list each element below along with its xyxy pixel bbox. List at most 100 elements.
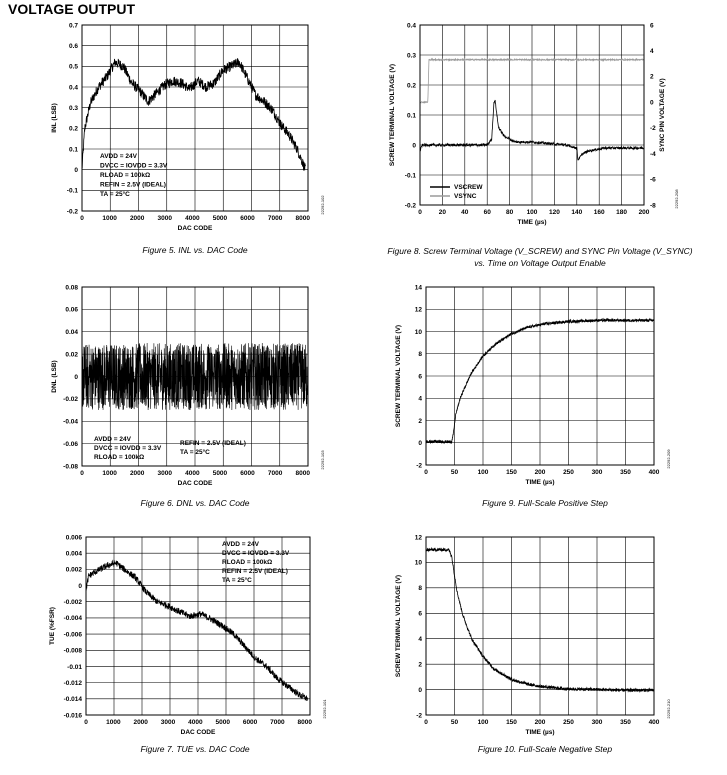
figure-9-chart: 0 50 100 150 200 250 300 350 400-202468101214TIM… [395, 284, 671, 486]
y-tick-label: 0.06 [65, 307, 78, 314]
y-tick-label: 10 [415, 560, 423, 567]
y-tick-label: -0.016 [64, 712, 83, 719]
x-tick-label: 140 [571, 209, 582, 216]
figure-7-panel: 0 1000 2000 3000 4000 5000 6000 7000 8000 -0.016 -… [0, 530, 345, 736]
y-tick-label: 0.5 [69, 64, 78, 71]
annotation-line: AVDD = 24V [94, 436, 132, 443]
y2-tick-label: -4 [650, 151, 656, 158]
y-tick-label: 0.002 [66, 567, 83, 574]
y-tick-label: -0.2 [405, 202, 417, 209]
y-tick-label: -0.1 [405, 172, 417, 179]
x-tick-label: 2000 [133, 719, 148, 726]
plot-frame [419, 24, 645, 206]
y-tick-label: 0.02 [65, 351, 78, 358]
y2-tick-label: -8 [650, 202, 656, 209]
x-tick-label: 50 [451, 469, 459, 476]
figure-10-chart: 0 50 100 150 200 250 300 350 400-2024681012TIME … [395, 534, 671, 736]
y2-tick-label: 4 [650, 48, 654, 55]
x-tick-label: 80 [506, 209, 514, 216]
x-tick-label: 8000 [295, 470, 310, 477]
y-axis-label: SCREW TERMINAL VOLTAGE (V) [395, 575, 402, 677]
x-tick-label: 0 [424, 719, 428, 726]
y-tick-label: 10 [415, 329, 423, 336]
x-tick-label: 100 [527, 209, 538, 216]
x-tick-label: 1000 [106, 719, 121, 726]
x-tick-label: 200 [535, 719, 546, 726]
figure-8-caption: Figure 8. Screw Terminal Voltage (V_SCRE… [385, 245, 695, 269]
x-tick-label: 2000 [130, 470, 145, 477]
x-tick-label: 4000 [188, 719, 203, 726]
annotation-line: RLOAD = 100kΩ [94, 454, 144, 461]
figure-10-panel: 0 50 100 150 200 250 300 350 400 -2 0 2 4 6 8 10 12 TIME … [370, 530, 725, 740]
x-tick-label: 4000 [185, 470, 200, 477]
annotation-line: TA = 25°C [222, 576, 252, 584]
x-tick-label: 8000 [298, 719, 313, 726]
series-line-v-screw [419, 99, 645, 161]
y-tick-label: -0.008 [64, 648, 83, 655]
y-tick-label: 2 [418, 418, 422, 425]
y-tick-label: 0.2 [69, 126, 78, 133]
figure-7-caption: Figure 7. TUE vs. DAC Code [140, 744, 250, 754]
y-tick-label: 0.3 [407, 52, 416, 59]
x-tick-label: 6000 [243, 719, 258, 726]
y-tick-label: -0.2 [67, 208, 79, 215]
y-tick-label: 0.1 [407, 112, 416, 119]
annotation-line: REFIN = 2.5V (IDEAL) [222, 568, 288, 575]
y-tick-label: -2 [416, 712, 422, 719]
y-tick-label: -0.002 [64, 599, 83, 606]
x-tick-label: 150 [506, 469, 517, 476]
figure-6-panel: 0 1000 2000 3000 4000 5000 6000 7000 8000 -0.08 -0… [0, 280, 345, 487]
y-tick-label: -0.012 [64, 680, 83, 687]
x-tick-label: 3000 [158, 215, 173, 222]
y-tick-label: 6 [418, 611, 422, 618]
figure-8-panel: 0 20 40 60 80 100 120 140 160 180 200 -0.2 -0.1 0 0.1 0… [370, 18, 725, 228]
y2-tick-label: -2 [650, 125, 656, 132]
y-tick-label: -0.006 [64, 631, 83, 638]
y-tick-label: 0.04 [65, 329, 78, 336]
x-tick-label: 120 [549, 209, 560, 216]
x-tick-label: 5000 [213, 215, 228, 222]
y-tick-label: -0.04 [63, 419, 78, 426]
annotation-line: RLOAD = 100kΩ [100, 172, 150, 179]
series-line-0 [85, 559, 308, 701]
x-tick-label: 100 [478, 469, 489, 476]
y-tick-label: -2 [416, 462, 422, 469]
x-axis-label: TIME (µs) [525, 729, 554, 736]
y-tick-label: 2 [418, 661, 422, 668]
y-axis-label: SCREW TERMINAL VOLTAGE (V) [395, 325, 402, 427]
y-tick-label: 0.4 [69, 84, 78, 91]
y2-axis-label: SYNC PIN VOLTAGE (V) [659, 78, 666, 151]
x-tick-label: 400 [649, 469, 660, 476]
y-tick-label: 4 [418, 636, 422, 643]
x-tick-label: 0 [418, 209, 422, 216]
figure-code: 22292-208 [674, 189, 679, 209]
x-tick-label: 200 [639, 209, 650, 216]
annotation-line: TA = 25°C [180, 448, 210, 456]
x-tick-label: 40 [461, 209, 469, 216]
x-tick-label: 50 [451, 719, 459, 726]
x-tick-label: 0 [80, 215, 84, 222]
y-tick-label: 0 [78, 583, 82, 590]
x-tick-label: 0 [84, 719, 88, 726]
x-tick-label: 5000 [215, 719, 230, 726]
y-tick-label: 0.006 [66, 534, 83, 541]
x-tick-label: 3000 [161, 719, 176, 726]
y-axis-label: TUE (%FSR) [49, 607, 56, 645]
y-tick-label: 0.004 [66, 550, 83, 557]
y-tick-label: 0.1 [69, 146, 78, 153]
y-tick-label: 14 [415, 284, 423, 291]
x-tick-label: 160 [594, 209, 605, 216]
y-tick-label: 0.3 [69, 105, 78, 112]
x-tick-label: 180 [616, 209, 627, 216]
x-tick-label: 0 [80, 470, 84, 477]
y-tick-label: -0.1 [67, 188, 79, 195]
annotation-line: RLOAD = 100kΩ [222, 559, 272, 566]
x-tick-label: 7000 [268, 470, 283, 477]
series-line-v-sync [419, 57, 645, 104]
y-axis-label: DNL (LSB) [51, 360, 58, 392]
figure-8-caption-text: Figure 8. Screw Terminal Voltage (V_SCRE… [387, 246, 693, 268]
x-tick-label: 300 [592, 469, 603, 476]
x-tick-label: 400 [649, 719, 660, 726]
annotation-line: TA = 25°C [100, 190, 130, 198]
y-tick-label: 0.2 [407, 82, 416, 89]
